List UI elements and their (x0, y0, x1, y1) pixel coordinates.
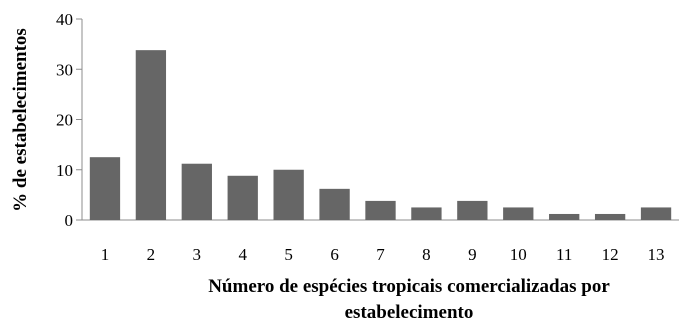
y-tick-label: 40 (56, 10, 73, 29)
bar (319, 188, 350, 220)
x-tick-label: 4 (238, 245, 247, 264)
y-tick-label: 0 (65, 211, 74, 230)
x-axis-title-line-2: estabelecimento (345, 302, 474, 323)
bar (640, 207, 672, 220)
x-tick-label: 12 (602, 245, 619, 264)
chart-axes (81, 19, 679, 221)
x-tick-label: 2 (147, 245, 156, 264)
y-axis-ticks: 0 10 20 30 40 (56, 10, 82, 230)
bar (89, 157, 121, 220)
y-tick-label: 10 (56, 161, 73, 180)
x-axis-title-line-1: Número de espécies tropicais comercializ… (208, 276, 610, 297)
x-tick-label: 3 (193, 245, 202, 264)
bar (549, 213, 580, 220)
bar (365, 200, 396, 220)
bar (273, 169, 304, 220)
x-tick-label: 13 (648, 245, 665, 264)
x-tick-label: 5 (284, 245, 293, 264)
y-tick-label: 20 (56, 111, 73, 130)
y-tick-label: 30 (56, 60, 73, 79)
x-tick-label: 1 (101, 245, 110, 264)
x-tick-label: 6 (330, 245, 339, 264)
bar (135, 50, 167, 220)
bar (594, 213, 626, 220)
bar (181, 163, 212, 220)
x-tick-label: 11 (556, 245, 572, 264)
bar (227, 175, 258, 220)
x-axis-ticks: 1 2 3 4 5 6 7 8 9 10 11 12 13 (101, 245, 665, 264)
x-tick-label: 10 (510, 245, 527, 264)
bar (411, 207, 442, 220)
chart-bars (89, 50, 672, 220)
y-axis-title: % de estabelecimentos (10, 28, 31, 212)
x-tick-label: 8 (422, 245, 431, 264)
x-tick-label: 9 (468, 245, 477, 264)
bar (457, 200, 488, 220)
x-tick-label: 7 (376, 245, 385, 264)
bar (503, 207, 534, 220)
